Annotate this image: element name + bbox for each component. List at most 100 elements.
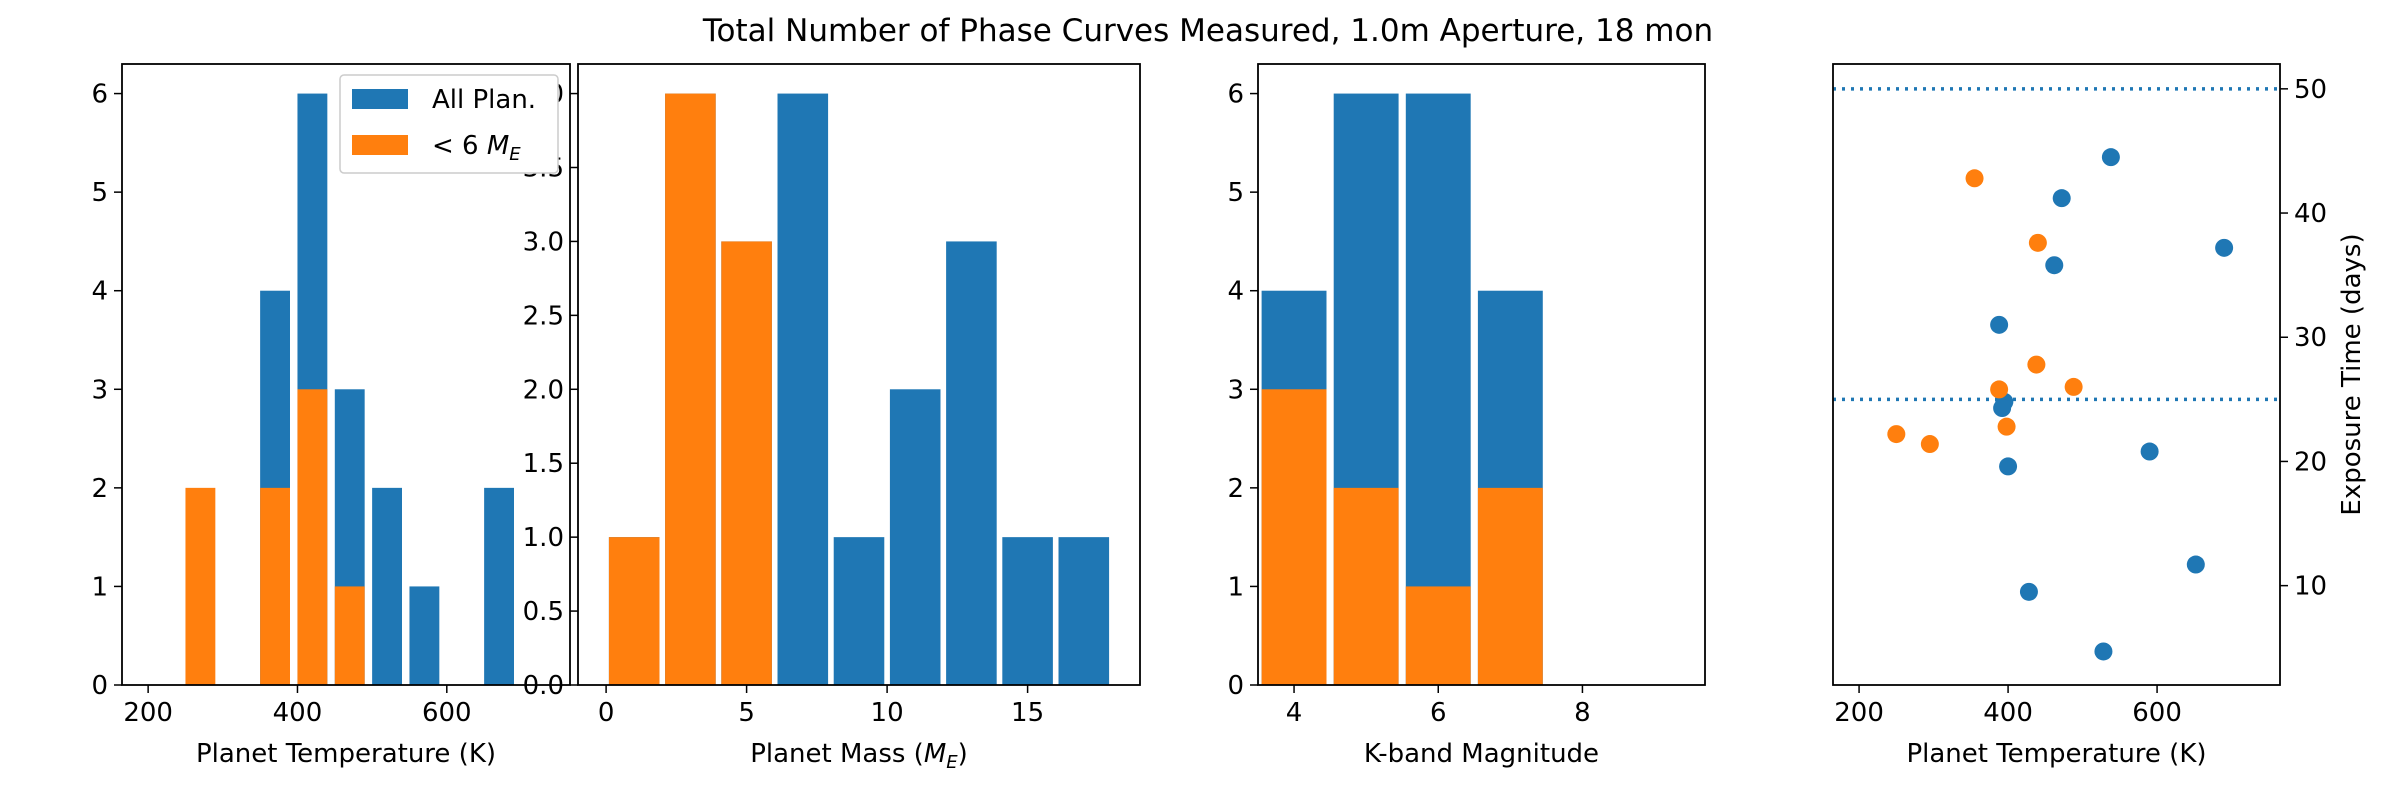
axes-frame bbox=[1257, 63, 1706, 686]
y-tick-label: 2.5 bbox=[523, 301, 564, 331]
y-tick-label: 10 bbox=[2294, 572, 2327, 602]
panel-mass-histogram: 0510150.00.51.01.52.02.53.03.54.0Planet … bbox=[523, 63, 1141, 773]
y-tick-label: 4 bbox=[91, 277, 108, 307]
y-tick-label: 3 bbox=[1227, 375, 1244, 405]
axes-frame bbox=[577, 63, 1141, 686]
bar-small-0 bbox=[1261, 389, 1327, 685]
point-all-4 bbox=[1990, 315, 2009, 334]
point-all-7 bbox=[2140, 442, 2159, 461]
x-tick-label: 15 bbox=[1011, 698, 1044, 728]
x-tick-label: 200 bbox=[123, 698, 173, 728]
axes-frame bbox=[1832, 63, 2281, 686]
point-all-1 bbox=[2052, 189, 2071, 208]
bar-small-1 bbox=[665, 93, 716, 686]
y-tick-label: 3.0 bbox=[523, 227, 564, 257]
panel-temperature-histogram: 200 400 600 0 1 2 3 4 5 6 Planet Temperature (K) bbox=[91, 63, 571, 769]
bar-small-2 bbox=[721, 241, 772, 685]
point-small-3 bbox=[2064, 377, 2083, 396]
y-tick-label: 5 bbox=[91, 178, 108, 208]
x-tick-label: 0 bbox=[598, 698, 615, 728]
bar-small-0 bbox=[608, 537, 660, 685]
bar-all-8 bbox=[1058, 537, 1110, 685]
bar-small-2 bbox=[297, 389, 328, 685]
point-all-10 bbox=[2019, 582, 2038, 601]
x-axis-label-subscript: E bbox=[946, 752, 958, 773]
bar-all-5 bbox=[889, 389, 941, 685]
legend-swatch-small bbox=[352, 135, 408, 155]
point-small-7 bbox=[1920, 435, 1939, 454]
x-tick-label: 600 bbox=[422, 698, 472, 728]
y-tick-label: 1 bbox=[91, 572, 108, 602]
bar-all-4 bbox=[833, 537, 885, 685]
point-small-4 bbox=[1990, 380, 2009, 399]
y-tick-label: 6 bbox=[91, 80, 108, 110]
point-small-1 bbox=[2028, 233, 2047, 252]
y-tick-label: 20 bbox=[2294, 447, 2327, 477]
x-axis-label: K-band Magnitude bbox=[1364, 739, 1599, 769]
x-tick-label: 5 bbox=[738, 698, 755, 728]
bar-all-4 bbox=[372, 487, 402, 685]
x-axis-label-suffix: ) bbox=[958, 739, 968, 769]
y-tick-label: 3 bbox=[91, 375, 108, 405]
y-tick-label: 5 bbox=[1227, 178, 1244, 208]
point-all-0 bbox=[2101, 148, 2120, 167]
x-tick-label: 4 bbox=[1286, 698, 1303, 728]
x-tick-label: 400 bbox=[273, 698, 323, 728]
bar-small-3 bbox=[1477, 487, 1543, 685]
y-tick-label: 0.0 bbox=[523, 671, 564, 701]
point-all-6 bbox=[1993, 399, 2012, 418]
y-tick-label: 2.0 bbox=[523, 375, 564, 405]
x-axis-label: Planet Mass (ME) bbox=[750, 739, 968, 773]
x-axis-label-prefix: Planet Mass ( bbox=[750, 739, 924, 769]
bar-small-2 bbox=[1405, 586, 1471, 685]
y-tick-label: 4 bbox=[1227, 277, 1244, 307]
bar-all-6 bbox=[946, 241, 997, 685]
y-tick-label: 50 bbox=[2294, 75, 2327, 105]
bar-all-5 bbox=[409, 586, 440, 685]
bar-all-3 bbox=[777, 93, 829, 686]
point-all-2 bbox=[2215, 238, 2234, 257]
x-tick-label: 200 bbox=[1834, 698, 1884, 728]
point-small-5 bbox=[1997, 417, 2016, 436]
bar-all-6 bbox=[484, 487, 514, 685]
point-small-6 bbox=[1887, 425, 1906, 444]
x-tick-label: 400 bbox=[1983, 698, 2033, 728]
x-axis-label-math: M bbox=[924, 739, 946, 769]
x-axis-label: Planet Temperature (K) bbox=[1906, 739, 2206, 769]
panel-kmag-histogram: 4 6 8 0 1 2 3 4 5 6 K-band Magnitude bbox=[1227, 63, 1706, 769]
panel-exposure-scatter: 200 400 600 10 20 30 40 50 Planet Temperature (K… bbox=[1832, 63, 2367, 769]
bar-small-1 bbox=[260, 487, 290, 685]
y-tick-label: 1 bbox=[1227, 572, 1244, 602]
legend-swatch-all bbox=[352, 89, 408, 109]
x-tick-label: 600 bbox=[2132, 698, 2182, 728]
x-tick-label: 6 bbox=[1430, 698, 1447, 728]
y-tick-label: 2 bbox=[1227, 474, 1244, 504]
point-all-11 bbox=[2094, 642, 2113, 661]
point-small-0 bbox=[1965, 169, 1984, 188]
legend: All Plan. < 6 ME bbox=[339, 74, 559, 174]
x-tick-label: 8 bbox=[1574, 698, 1591, 728]
point-all-9 bbox=[2186, 555, 2205, 574]
y-tick-label: 40 bbox=[2294, 199, 2327, 229]
legend-label-all: All Plan. bbox=[432, 85, 536, 115]
y-tick-label: 6 bbox=[1227, 80, 1244, 110]
point-all-3 bbox=[2045, 256, 2064, 275]
bar-small-0 bbox=[185, 487, 216, 685]
y-tick-label: 1.5 bbox=[523, 449, 564, 479]
bar-small-3 bbox=[334, 586, 365, 685]
legend-label-small: < 6 ME bbox=[432, 131, 521, 165]
bar-small-1 bbox=[1333, 487, 1399, 685]
figure-title: Total Number of Phase Curves Measured, 1… bbox=[702, 13, 1713, 49]
y-tick-label: 0 bbox=[1227, 671, 1244, 701]
y-tick-label: 30 bbox=[2294, 323, 2327, 353]
y-axis-label: Exposure Time (days) bbox=[2337, 233, 2367, 515]
x-tick-label: 10 bbox=[871, 698, 904, 728]
x-axis-label: Planet Temperature (K) bbox=[196, 739, 496, 769]
y-tick-label: 2 bbox=[91, 474, 108, 504]
bar-all-7 bbox=[1002, 537, 1053, 685]
y-tick-label: 0 bbox=[91, 671, 108, 701]
axes-frame bbox=[121, 63, 571, 686]
point-small-2 bbox=[2027, 355, 2046, 374]
y-tick-label: 0.5 bbox=[523, 597, 564, 627]
